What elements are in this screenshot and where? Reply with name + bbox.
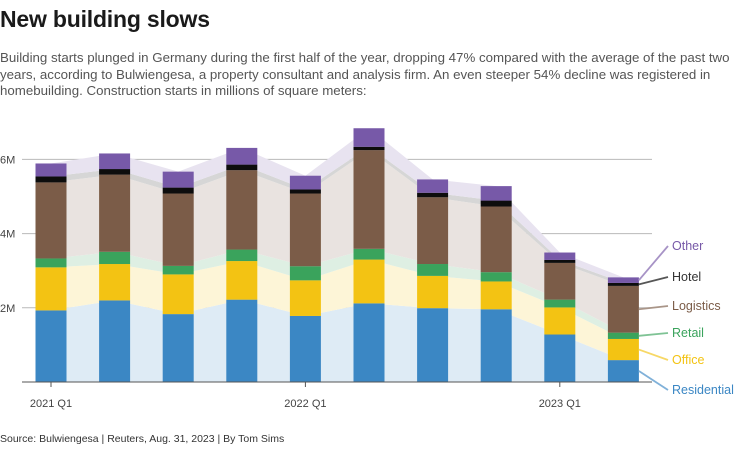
bar-logistics-2022-q3 bbox=[417, 197, 449, 265]
bar-other-2022-q4 bbox=[480, 186, 512, 201]
legend-leader-other bbox=[638, 245, 669, 281]
bar-logistics-2022-q4 bbox=[480, 206, 512, 273]
y-tick-label: 6M bbox=[0, 154, 15, 166]
x-tick-label: 2022 Q1 bbox=[284, 398, 326, 410]
y-tick-label: 4M bbox=[0, 229, 15, 241]
bar-residential-2022-q4 bbox=[480, 309, 512, 382]
bar-office-2021-q1 bbox=[35, 267, 67, 311]
bar-residential-2021-q1 bbox=[35, 310, 67, 382]
bar-hotel-2021-q2 bbox=[99, 169, 131, 175]
area-band-retail bbox=[51, 248, 624, 339]
bar-other-2022-q1 bbox=[289, 175, 321, 190]
area-band-other bbox=[51, 128, 624, 283]
bar-logistics-2021-q2 bbox=[99, 174, 131, 252]
bar-logistics-2021-q4 bbox=[226, 170, 258, 250]
bar-office-2021-q3 bbox=[162, 274, 194, 315]
bar-retail-2021-q1 bbox=[35, 258, 67, 268]
bar-other-2021-q2 bbox=[99, 153, 131, 170]
bar-logistics-2021-q3 bbox=[162, 193, 194, 266]
bar-residential-2022-q1 bbox=[289, 315, 321, 382]
chart-title: New building slows bbox=[0, 6, 210, 32]
bar-hotel-2022-q4 bbox=[480, 200, 512, 207]
bar-office-2021-q2 bbox=[99, 264, 131, 301]
bar-office-2022-q1 bbox=[289, 280, 321, 316]
bar-logistics-2021-q1 bbox=[35, 182, 67, 259]
bar-logistics-2023-q1 bbox=[544, 262, 576, 300]
area-band-residential bbox=[51, 299, 624, 382]
bar-retail-2022-q2 bbox=[353, 248, 385, 260]
legend-leader-office bbox=[638, 348, 669, 361]
bar-other-2021-q3 bbox=[162, 171, 194, 188]
bar-retail-2021-q3 bbox=[162, 265, 194, 275]
legend-label-retail: Retail bbox=[672, 326, 704, 340]
bar-retail-2022-q1 bbox=[289, 266, 321, 281]
legend-label-logistics: Logistics bbox=[672, 299, 721, 313]
legend-label-residential: Residential bbox=[672, 383, 734, 397]
bar-hotel-2023-q1 bbox=[544, 259, 576, 263]
legend-label-hotel: Hotel bbox=[672, 270, 701, 284]
bar-hotel-2022-q1 bbox=[289, 189, 321, 194]
bar-retail-2022-q4 bbox=[480, 272, 512, 282]
y-tick-label: 2M bbox=[0, 303, 15, 315]
bar-hotel-2022-q3 bbox=[417, 192, 449, 198]
bar-retail-2023-q1 bbox=[544, 299, 576, 308]
bar-other-2022-q3 bbox=[417, 179, 449, 193]
bar-retail-2022-q3 bbox=[417, 264, 449, 276]
legend-label-office: Office bbox=[672, 353, 704, 367]
bar-residential-2023-q2 bbox=[607, 360, 639, 382]
bar-retail-2023-q2 bbox=[607, 332, 639, 339]
bar-hotel-2021-q4 bbox=[226, 164, 258, 171]
bar-other-2022-q2 bbox=[353, 128, 385, 147]
bar-residential-2021-q4 bbox=[226, 299, 258, 382]
bar-residential-2021-q3 bbox=[162, 314, 194, 382]
legend-label-other: Other bbox=[672, 239, 703, 253]
bar-office-2023-q2 bbox=[607, 338, 639, 361]
legend-leader-residential bbox=[638, 370, 669, 391]
bar-office-2023-q1 bbox=[544, 307, 576, 335]
bar-other-2023-q1 bbox=[544, 252, 576, 260]
bar-other-2021-q1 bbox=[35, 163, 67, 177]
bar-hotel-2021-q3 bbox=[162, 187, 194, 194]
bar-logistics-2023-q2 bbox=[607, 285, 639, 333]
bar-residential-2021-q2 bbox=[99, 300, 131, 382]
bar-hotel-2021-q1 bbox=[35, 176, 67, 183]
bar-hotel-2022-q2 bbox=[353, 146, 385, 151]
bar-office-2022-q4 bbox=[480, 281, 512, 310]
legend-leader-hotel bbox=[638, 276, 669, 286]
bar-office-2022-q3 bbox=[417, 275, 449, 309]
bar-office-2022-q2 bbox=[353, 259, 385, 304]
source-note: Source: Bulwiengesa | Reuters, Aug. 31, … bbox=[0, 433, 285, 445]
bar-logistics-2022-q2 bbox=[353, 150, 385, 249]
bar-other-2021-q4 bbox=[226, 147, 258, 165]
bar-hotel-2023-q2 bbox=[607, 282, 639, 286]
bar-retail-2021-q2 bbox=[99, 251, 131, 265]
area-band-office bbox=[51, 259, 624, 361]
legend-leader-retail bbox=[638, 332, 669, 337]
bar-residential-2022-q2 bbox=[353, 303, 385, 382]
x-tick-label: 2023 Q1 bbox=[539, 398, 581, 410]
chart-subtitle: Building starts plunged in Germany durin… bbox=[0, 50, 730, 98]
bar-other-2023-q2 bbox=[607, 277, 639, 283]
area-band-logistics bbox=[51, 150, 624, 333]
legend-leader-logistics bbox=[638, 305, 669, 311]
bar-retail-2021-q4 bbox=[226, 249, 258, 262]
bar-office-2021-q4 bbox=[226, 261, 258, 300]
bar-residential-2023-q1 bbox=[544, 334, 576, 382]
bar-logistics-2022-q1 bbox=[289, 193, 321, 267]
bar-residential-2022-q3 bbox=[417, 308, 449, 382]
x-tick-label: 2021 Q1 bbox=[30, 398, 72, 410]
